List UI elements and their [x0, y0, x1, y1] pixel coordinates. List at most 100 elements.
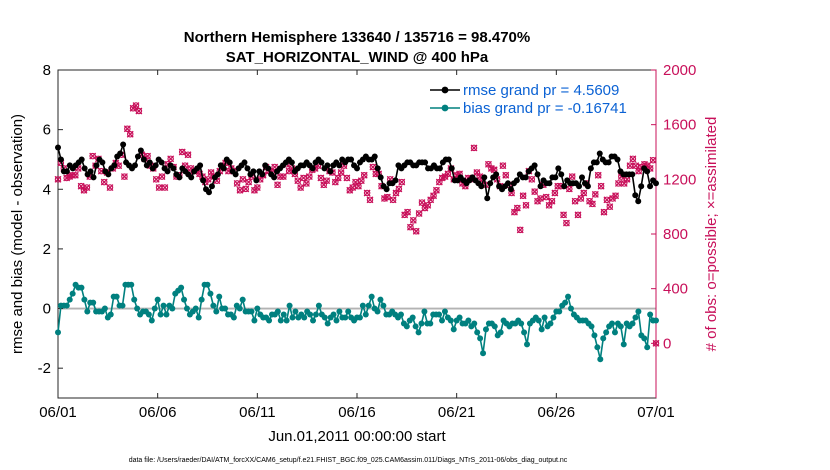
bias-point — [301, 314, 308, 321]
obs-assimilated-marker — [649, 156, 657, 164]
bias-point — [597, 356, 604, 363]
rmse-point — [327, 168, 334, 175]
bias-point — [66, 296, 73, 303]
bias-point — [368, 293, 375, 300]
bias-point — [321, 314, 328, 321]
obs-count-point — [597, 182, 605, 190]
obs-count-point — [161, 184, 169, 191]
bias-point — [591, 332, 598, 339]
rmse-point — [55, 144, 61, 151]
obs-possible-marker — [603, 196, 611, 204]
y-tick-label-left: -2 — [38, 360, 51, 377]
bias-series — [55, 281, 659, 363]
bias-point — [342, 314, 349, 321]
obs-count-point — [522, 201, 530, 209]
obs-count-point — [389, 196, 397, 204]
bias-point — [518, 320, 525, 327]
x-tick-label: 06/01 — [39, 404, 77, 421]
rmse-point — [111, 162, 118, 169]
obs-possible-marker — [303, 180, 310, 187]
obs-possible-marker — [589, 200, 596, 208]
obs-count-point — [233, 179, 241, 187]
obs-assimilated-marker — [100, 178, 108, 186]
obs-count-point — [600, 208, 608, 216]
obs-assimilated-marker — [300, 174, 308, 182]
bias-point — [565, 293, 572, 300]
obs-possible-marker — [337, 169, 345, 176]
plot-area — [57, 69, 657, 399]
bias-point — [562, 299, 569, 306]
rmse-point — [140, 156, 147, 163]
obs-assimilated-marker — [519, 192, 527, 200]
obs-possible-marker — [144, 152, 151, 160]
bias-point — [324, 320, 331, 327]
obs-assimilated-marker — [444, 170, 452, 178]
bias-point — [145, 311, 152, 318]
footnote: data file: /Users/raeder/DAI/ATM_forcXX/… — [129, 457, 568, 464]
bias-point — [266, 317, 273, 324]
obs-count-point — [513, 204, 521, 212]
rmse-point — [448, 165, 455, 172]
obs-count-point — [548, 197, 556, 205]
obs-assimilated-marker — [513, 204, 521, 212]
bias-point — [101, 305, 108, 312]
rmse-point — [265, 165, 272, 172]
obs-assimilated-marker — [349, 184, 357, 191]
bias-point — [482, 326, 489, 333]
obs-count-point — [253, 184, 261, 191]
bias-point — [286, 302, 293, 309]
rmse-point — [226, 159, 233, 166]
obs-assimilated-marker — [233, 179, 241, 187]
rmse-point — [78, 156, 85, 163]
bias-point — [181, 296, 188, 303]
obs-possible-marker — [184, 151, 192, 158]
rmse-point — [244, 165, 251, 172]
rmse-point — [522, 174, 529, 181]
rmse-point — [638, 183, 645, 190]
bias-point — [356, 314, 363, 321]
obs-possible-marker — [415, 210, 423, 217]
obs-assimilated-marker — [499, 162, 507, 170]
obs-assimilated-marker — [253, 184, 261, 191]
obs-possible-marker — [54, 176, 62, 183]
bias-point — [620, 341, 627, 348]
obs-assimilated-marker — [274, 181, 282, 189]
y-tick-label-left: 0 — [43, 301, 51, 318]
rmse-point — [644, 168, 651, 175]
rmse-point — [422, 159, 429, 166]
obs-possible-marker — [560, 211, 567, 219]
obs-possible-marker — [167, 155, 174, 163]
rmse-point — [134, 153, 141, 160]
rmse-point — [493, 171, 500, 178]
obs-possible-marker — [83, 184, 91, 191]
obs-count-point — [432, 186, 440, 194]
rmse-point — [596, 150, 603, 157]
obs-count-point — [100, 178, 108, 186]
bias-point — [567, 305, 574, 312]
obs-possible-marker — [600, 208, 608, 216]
obs-assimilated-marker — [158, 173, 166, 181]
obs-possible-marker — [242, 185, 250, 193]
obs-count-point — [542, 193, 550, 201]
obs-count-point — [323, 177, 331, 185]
obs-possible-marker — [412, 228, 420, 235]
obs-count-point — [363, 189, 371, 197]
rmse-point — [170, 165, 177, 172]
rmse-series — [55, 141, 659, 205]
x-tick-label: 07/01 — [637, 404, 675, 421]
obs-count-point — [409, 216, 417, 224]
bias-point — [336, 308, 343, 315]
legend-rmse-swatch-marker — [441, 86, 449, 94]
bias-point — [222, 305, 229, 312]
rmse-point — [478, 183, 485, 190]
obs-possible-marker — [516, 226, 524, 234]
bias-point — [248, 308, 255, 315]
obs-assimilated-marker — [360, 171, 368, 179]
bias-point — [178, 284, 185, 291]
obs-count-point — [632, 162, 640, 170]
bias-point — [280, 311, 287, 318]
obs-count-point — [430, 192, 438, 200]
obs-assimilated-marker — [418, 199, 426, 207]
obs-possible-marker — [594, 171, 602, 179]
